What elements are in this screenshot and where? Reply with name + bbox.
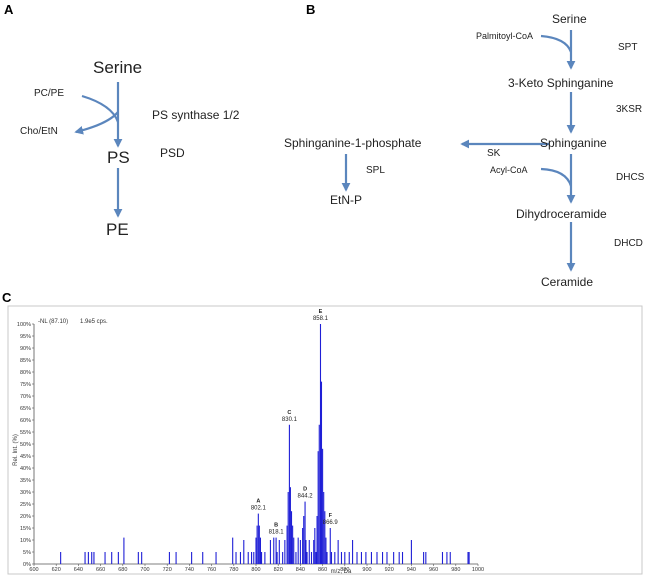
- peak-letter: F: [329, 513, 333, 519]
- spl-label: SPL: [366, 165, 385, 176]
- x-tick-label: 780: [229, 567, 238, 573]
- intensity-label: 1.9e5 cps.: [80, 319, 108, 325]
- x-tick-label: 680: [118, 567, 127, 573]
- ps-synthase-label: PS synthase 1/2: [152, 108, 240, 122]
- y-tick-label: 25%: [20, 502, 31, 508]
- x-tick-label: 640: [74, 567, 83, 573]
- peak-mz-label: 830.1: [282, 417, 298, 423]
- x-axis-label: m/z, Da: [331, 569, 352, 575]
- pathway-arrows: [74, 30, 576, 272]
- scan-label: -NL (87.10): [38, 319, 68, 325]
- etn-p-label: EtN-P: [330, 193, 363, 207]
- sphinganine-1-phosphate-label: Sphinganine-1-phosphate: [284, 136, 422, 150]
- arrow-palmitoyl-in: [540, 34, 573, 53]
- sk-label: SK: [487, 148, 501, 159]
- spectrum-bars: [60, 324, 470, 564]
- panel-b-letter: B: [306, 2, 316, 17]
- y-tick-label: 35%: [20, 478, 31, 484]
- x-tick-label: 860: [318, 567, 327, 573]
- dihydroceramide-label: Dihydroceramide: [516, 207, 607, 221]
- y-tick-label: 50%: [20, 442, 31, 448]
- panel-c-letter: C: [2, 290, 12, 305]
- y-tick-label: 95%: [20, 334, 31, 340]
- psd-label: PSD: [160, 146, 185, 160]
- y-tick-label: 20%: [20, 514, 31, 520]
- x-tick-label: 820: [274, 567, 283, 573]
- peak-mz-label: 818.1: [269, 530, 285, 536]
- y-tick-label: 65%: [20, 406, 31, 412]
- axes: 0% 5% 10% 15% 20% 25% 30% 35% 40% 45% 50% 55% 60% 65%…: [17, 322, 484, 573]
- y-tick-label: 80%: [20, 370, 31, 376]
- spt-label: SPT: [618, 42, 638, 53]
- pe-label: PE: [106, 220, 129, 239]
- peak-letter: C: [287, 410, 291, 416]
- x-tick-label: 600: [29, 567, 38, 573]
- dhcs-label: DHCS: [616, 172, 645, 183]
- cho-etn-label: Cho/EtN: [20, 126, 58, 137]
- y-tick-label: 70%: [20, 394, 31, 400]
- peak-letter: A: [256, 499, 260, 505]
- y-tick-label: 5%: [23, 550, 31, 556]
- y-tick-label: 75%: [20, 382, 31, 388]
- x-tick-label: 760: [207, 567, 216, 573]
- x-tick-label: 740: [185, 567, 194, 573]
- y-tick-label: 15%: [20, 526, 31, 532]
- panel-b-arrows: [341, 30, 576, 272]
- peak-mz-label: 844.2: [298, 494, 314, 500]
- peak-letter: B: [274, 523, 278, 529]
- x-tick-label: 620: [52, 567, 61, 573]
- peak-mz-label: 858.1: [313, 316, 329, 322]
- y-tick-label: 10%: [20, 538, 31, 544]
- sphinganine-label: Sphinganine: [540, 136, 607, 150]
- arrow-acylcoa-in: [540, 167, 573, 187]
- peak-mz-label: 802.1: [251, 506, 267, 512]
- y-tick-label: 45%: [20, 454, 31, 460]
- x-tick-label: 980: [451, 567, 460, 573]
- keto-sphinganine-label: 3-Keto Sphinganine: [508, 76, 614, 90]
- x-tick-label: 840: [296, 567, 305, 573]
- x-tick-label: 960: [429, 567, 438, 573]
- serine-label-b: Serine: [552, 12, 587, 26]
- x-tick-label: 880: [340, 567, 349, 573]
- peak-letter: D: [303, 487, 307, 493]
- x-tick-label: 800: [251, 567, 260, 573]
- y-tick-label: 100%: [17, 322, 31, 328]
- ceramide-label: Ceramide: [541, 275, 594, 289]
- palmitoyl-coa-label: Palmitoyl-CoA: [476, 31, 534, 41]
- x-tick-label: 920: [385, 567, 394, 573]
- serine-label-a: Serine: [93, 58, 143, 77]
- y-tick-label: 60%: [20, 418, 31, 424]
- mass-spectrum-chart: -NL (87.10) 1.9e5 cps. Rel. Int. (%) m/z…: [7, 305, 643, 575]
- dhcd-label: DHCD: [614, 238, 643, 249]
- y-axis-label: Rel. Int. (%): [13, 434, 19, 466]
- arrow-pcpe-in: [81, 94, 120, 123]
- peak-letter: E: [319, 309, 323, 315]
- peak-mz-label: 866.9: [323, 520, 339, 526]
- 3ksr-label: 3KSR: [616, 104, 643, 115]
- x-tick-label: 720: [163, 567, 172, 573]
- panel-a-letter: A: [4, 2, 14, 17]
- panel-a-arrows: [74, 82, 123, 218]
- ps-label: PS: [107, 148, 130, 167]
- y-tick-label: 40%: [20, 466, 31, 472]
- arrow-choetn-out: [74, 111, 119, 135]
- pc-pe-label: PC/PE: [34, 88, 65, 99]
- y-tick-label: 55%: [20, 430, 31, 436]
- x-tick-label: 660: [96, 567, 105, 573]
- y-tick-label: 90%: [20, 346, 31, 352]
- acyl-coa-label: Acyl-CoA: [490, 165, 528, 175]
- x-tick-label: 700: [140, 567, 149, 573]
- x-tick-label: 900: [362, 567, 371, 573]
- x-tick-label: 1000: [472, 567, 484, 573]
- y-tick-label: 30%: [20, 490, 31, 496]
- x-tick-label: 940: [407, 567, 416, 573]
- y-tick-label: 85%: [20, 358, 31, 364]
- y-tick-label: 0%: [23, 562, 31, 568]
